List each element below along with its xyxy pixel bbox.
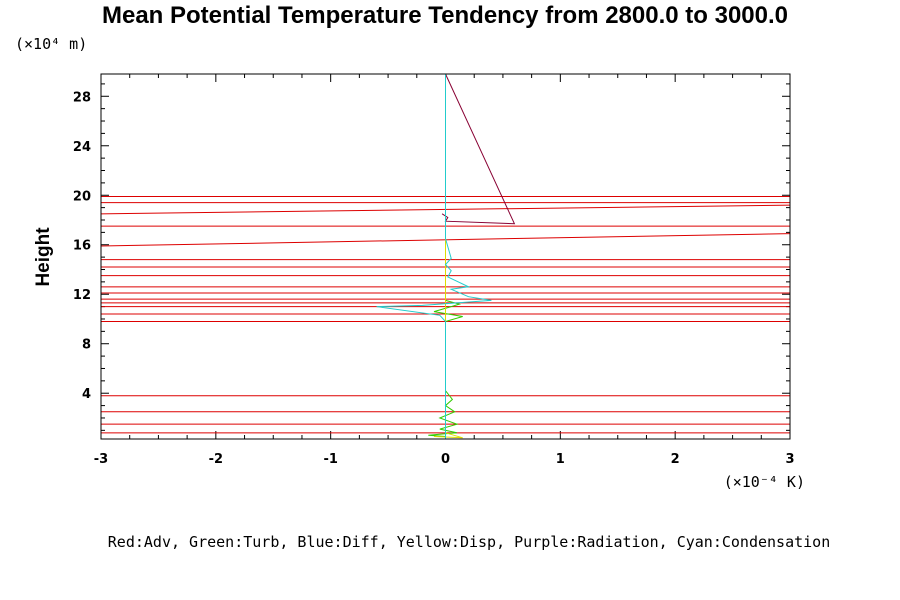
- series-condensation: [376, 74, 492, 439]
- y-tick-label: 8: [82, 338, 91, 353]
- series-line-radiation: [441, 73, 516, 225]
- x-tick-label: -1: [323, 452, 337, 467]
- y-tick-label: 16: [73, 239, 91, 254]
- x-tick-label: -3: [94, 452, 108, 467]
- x-tick-label: 1: [556, 452, 565, 467]
- y-tick-label: 12: [73, 288, 91, 303]
- y-tick-label: 28: [73, 90, 91, 105]
- x-tick-label: 0: [441, 452, 450, 467]
- series-radiation: [441, 73, 516, 225]
- x-tick-label: 3: [785, 452, 794, 467]
- series-line-condensation: [376, 74, 492, 439]
- legend-text: Red:Adv, Green:Turb, Blue:Diff, Yellow:D…: [108, 533, 830, 551]
- chart-title: Mean Potential Temperature Tendency from…: [102, 2, 788, 29]
- x-tick-label: 2: [671, 452, 680, 467]
- y-tick-label: 24: [73, 140, 91, 155]
- plot-frame: [100, 73, 791, 440]
- x-unit-label: (×10⁻⁴ K): [724, 473, 805, 491]
- series-disp: [433, 74, 463, 439]
- y-unit-label: (×10⁴ m): [15, 35, 87, 53]
- y-tick-label: 20: [73, 189, 91, 204]
- y-axis-title: Height: [33, 227, 54, 287]
- series-layer: [100, 73, 791, 439]
- y-tick-label: 4: [82, 387, 91, 402]
- x-tick-label: -2: [209, 452, 223, 467]
- axis-ticks: [100, 74, 791, 439]
- series-line-disp: [433, 74, 463, 439]
